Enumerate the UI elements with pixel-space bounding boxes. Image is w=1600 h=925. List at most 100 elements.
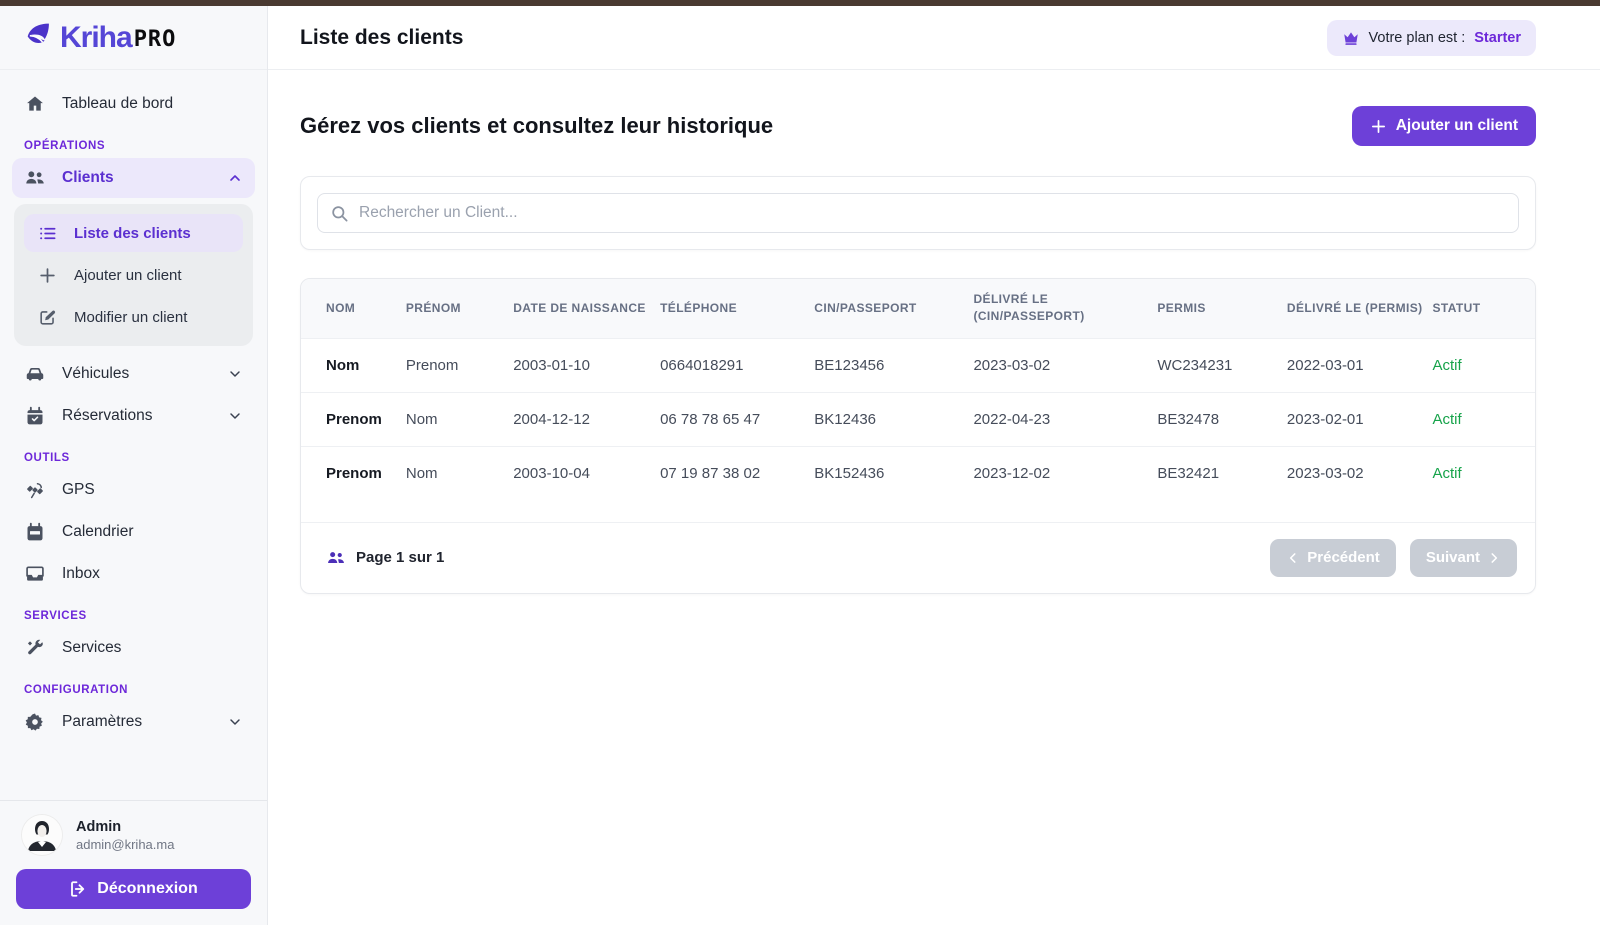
plan-prefix: Votre plan est : bbox=[1368, 29, 1466, 46]
sidebar-item-label: Réservations bbox=[62, 407, 153, 424]
content-heading: Gérez vos clients et consultez leur hist… bbox=[300, 113, 774, 138]
crown-icon bbox=[1342, 29, 1360, 47]
clients-table-card: NOM PRÉNOM DATE DE NAISSANCE TÉLÉPHONE C… bbox=[300, 278, 1536, 594]
sidebar-item-vehicules[interactable]: Véhicules bbox=[12, 354, 255, 394]
sidebar-nav: Tableau de bord OPÉRATIONS Clients Liste… bbox=[0, 70, 267, 800]
cell-telephone: 06 78 78 65 47 bbox=[660, 391, 815, 447]
sidebar-item-calendrier[interactable]: Calendrier bbox=[12, 512, 255, 552]
next-page-label: Suivant bbox=[1425, 549, 1480, 567]
col-delivre-permis: DÉLIVRÉ LE (PERMIS) bbox=[1286, 279, 1433, 339]
col-date-naissance: DATE DE NAISSANCE bbox=[513, 279, 661, 339]
table-header: NOM PRÉNOM DATE DE NAISSANCE TÉLÉPHONE C… bbox=[301, 279, 1535, 339]
search-box bbox=[317, 193, 1519, 233]
sidebar-item-label: Clients bbox=[62, 169, 114, 186]
add-client-button[interactable]: Ajouter un client bbox=[1351, 106, 1536, 146]
status-badge: Actif bbox=[1432, 391, 1535, 447]
status-badge: Actif bbox=[1432, 445, 1535, 522]
col-prenom: PRÉNOM bbox=[405, 279, 514, 339]
sidebar-item-reservations[interactable]: Réservations bbox=[12, 396, 255, 436]
cell-delivre-permis: 2023-02-01 bbox=[1286, 391, 1433, 447]
col-delivre-cin: DÉLIVRÉ LE (CIN/PASSEPORT) bbox=[973, 279, 1158, 339]
cell-date-naissance: 2003-01-10 bbox=[513, 337, 661, 393]
cell-prenom: Nom bbox=[405, 391, 514, 447]
main-area: Liste des clients Votre plan est : Start… bbox=[268, 6, 1600, 925]
clients-table: NOM PRÉNOM DATE DE NAISSANCE TÉLÉPHONE C… bbox=[301, 279, 1535, 522]
col-permis: PERMIS bbox=[1157, 279, 1287, 339]
car-icon bbox=[24, 363, 46, 385]
plus-icon bbox=[36, 264, 58, 286]
content-header: Gérez vos clients et consultez leur hist… bbox=[300, 106, 1536, 146]
brand-logo[interactable]: Kriha PRO bbox=[0, 6, 267, 70]
calendar-check-icon bbox=[24, 405, 46, 427]
home-icon bbox=[24, 93, 46, 115]
sidebar-item-clients[interactable]: Clients bbox=[12, 158, 255, 198]
tools-icon bbox=[24, 637, 46, 659]
leaf-logo-icon bbox=[22, 18, 56, 57]
col-nom: NOM bbox=[301, 279, 406, 339]
sidebar-item-inbox[interactable]: Inbox bbox=[12, 554, 255, 594]
sidebar-item-liste-des-clients[interactable]: Liste des clients bbox=[24, 214, 243, 252]
table-row[interactable]: Nom Prenom 2003-01-10 0664018291 BE12345… bbox=[301, 337, 1535, 393]
cell-cin: BE123456 bbox=[814, 337, 974, 393]
calendar-icon bbox=[24, 521, 46, 543]
cell-telephone: 0664018291 bbox=[660, 337, 815, 393]
sidebar-item-gps[interactable]: GPS bbox=[12, 470, 255, 510]
sidebar-item-label: Services bbox=[62, 639, 122, 656]
col-telephone: TÉLÉPHONE bbox=[660, 279, 815, 339]
search-input[interactable] bbox=[359, 204, 1506, 222]
page-info-label: Page 1 sur 1 bbox=[356, 549, 445, 567]
cell-delivre-permis: 2023-03-02 bbox=[1286, 445, 1433, 522]
cell-permis: BE32478 bbox=[1157, 391, 1287, 447]
user-profile[interactable]: Admin admin@kriha.ma bbox=[16, 815, 251, 855]
list-icon bbox=[36, 222, 58, 244]
table-footer: Page 1 sur 1 Précédent Suivant bbox=[301, 521, 1535, 593]
chevron-down-icon bbox=[227, 714, 243, 730]
cell-permis: BE32421 bbox=[1157, 445, 1287, 522]
brand-name: Kriha bbox=[60, 20, 133, 54]
sidebar-item-label: Ajouter un client bbox=[74, 266, 182, 284]
cell-nom: Prenom bbox=[301, 391, 406, 447]
sidebar-item-dashboard[interactable]: Tableau de bord bbox=[12, 84, 255, 124]
cell-delivre-cin: 2023-12-02 bbox=[973, 445, 1158, 522]
sidebar-item-label: Inbox bbox=[62, 565, 100, 582]
cell-cin: BK152436 bbox=[814, 445, 974, 522]
sidebar-item-label: Modifier un client bbox=[74, 308, 188, 326]
table-row[interactable]: Prenom Nom 2004-12-12 06 78 78 65 47 BK1… bbox=[301, 391, 1535, 447]
sidebar-item-modifier-un-client[interactable]: Modifier un client bbox=[24, 298, 243, 336]
add-client-label: Ajouter un client bbox=[1395, 117, 1518, 134]
cell-telephone: 07 19 87 38 02 bbox=[660, 445, 815, 522]
cell-nom: Nom bbox=[301, 337, 406, 393]
status-badge: Actif bbox=[1432, 337, 1535, 393]
edit-icon bbox=[36, 306, 58, 328]
sidebar-item-label: GPS bbox=[62, 481, 95, 498]
section-outils: OUTILS bbox=[24, 452, 70, 464]
chevron-right-icon bbox=[1487, 551, 1501, 565]
user-name: Admin bbox=[76, 818, 122, 835]
page-info: Page 1 sur 1 bbox=[326, 548, 444, 568]
search-icon bbox=[330, 204, 349, 223]
col-statut: STATUT bbox=[1432, 279, 1535, 339]
top-strip bbox=[0, 0, 1600, 6]
sidebar-item-label: Paramètres bbox=[62, 713, 143, 730]
chevron-down-icon bbox=[227, 366, 243, 382]
user-email: admin@kriha.ma bbox=[76, 836, 175, 852]
sidebar-item-ajouter-un-client[interactable]: Ajouter un client bbox=[24, 256, 243, 294]
topbar: Liste des clients Votre plan est : Start… bbox=[268, 6, 1600, 70]
cell-prenom: Nom bbox=[405, 445, 514, 522]
sidebar-item-parametres[interactable]: Paramètres bbox=[12, 702, 255, 742]
sidebar: Kriha PRO Tableau de bord OPÉRATIONS Cli… bbox=[0, 6, 268, 925]
sidebar-item-label: Calendrier bbox=[62, 523, 134, 540]
sidebar-item-services[interactable]: Services bbox=[12, 628, 255, 668]
satellite-icon bbox=[24, 479, 46, 501]
next-page-button[interactable]: Suivant bbox=[1409, 538, 1517, 577]
content: Gérez vos clients et consultez leur hist… bbox=[268, 70, 1600, 594]
logout-button[interactable]: Déconnexion bbox=[16, 869, 251, 909]
chevron-down-icon bbox=[227, 408, 243, 424]
col-cin-passeport: CIN/PASSEPORT bbox=[814, 279, 974, 339]
chevron-up-icon bbox=[227, 170, 243, 186]
cell-date-naissance: 2004-12-12 bbox=[513, 391, 661, 447]
prev-page-button[interactable]: Précédent bbox=[1270, 538, 1396, 577]
table-row[interactable]: Prenom Nom 2003-10-04 07 19 87 38 02 BK1… bbox=[301, 445, 1535, 522]
cell-delivre-permis: 2022-03-01 bbox=[1286, 337, 1433, 393]
users-icon bbox=[326, 548, 346, 568]
